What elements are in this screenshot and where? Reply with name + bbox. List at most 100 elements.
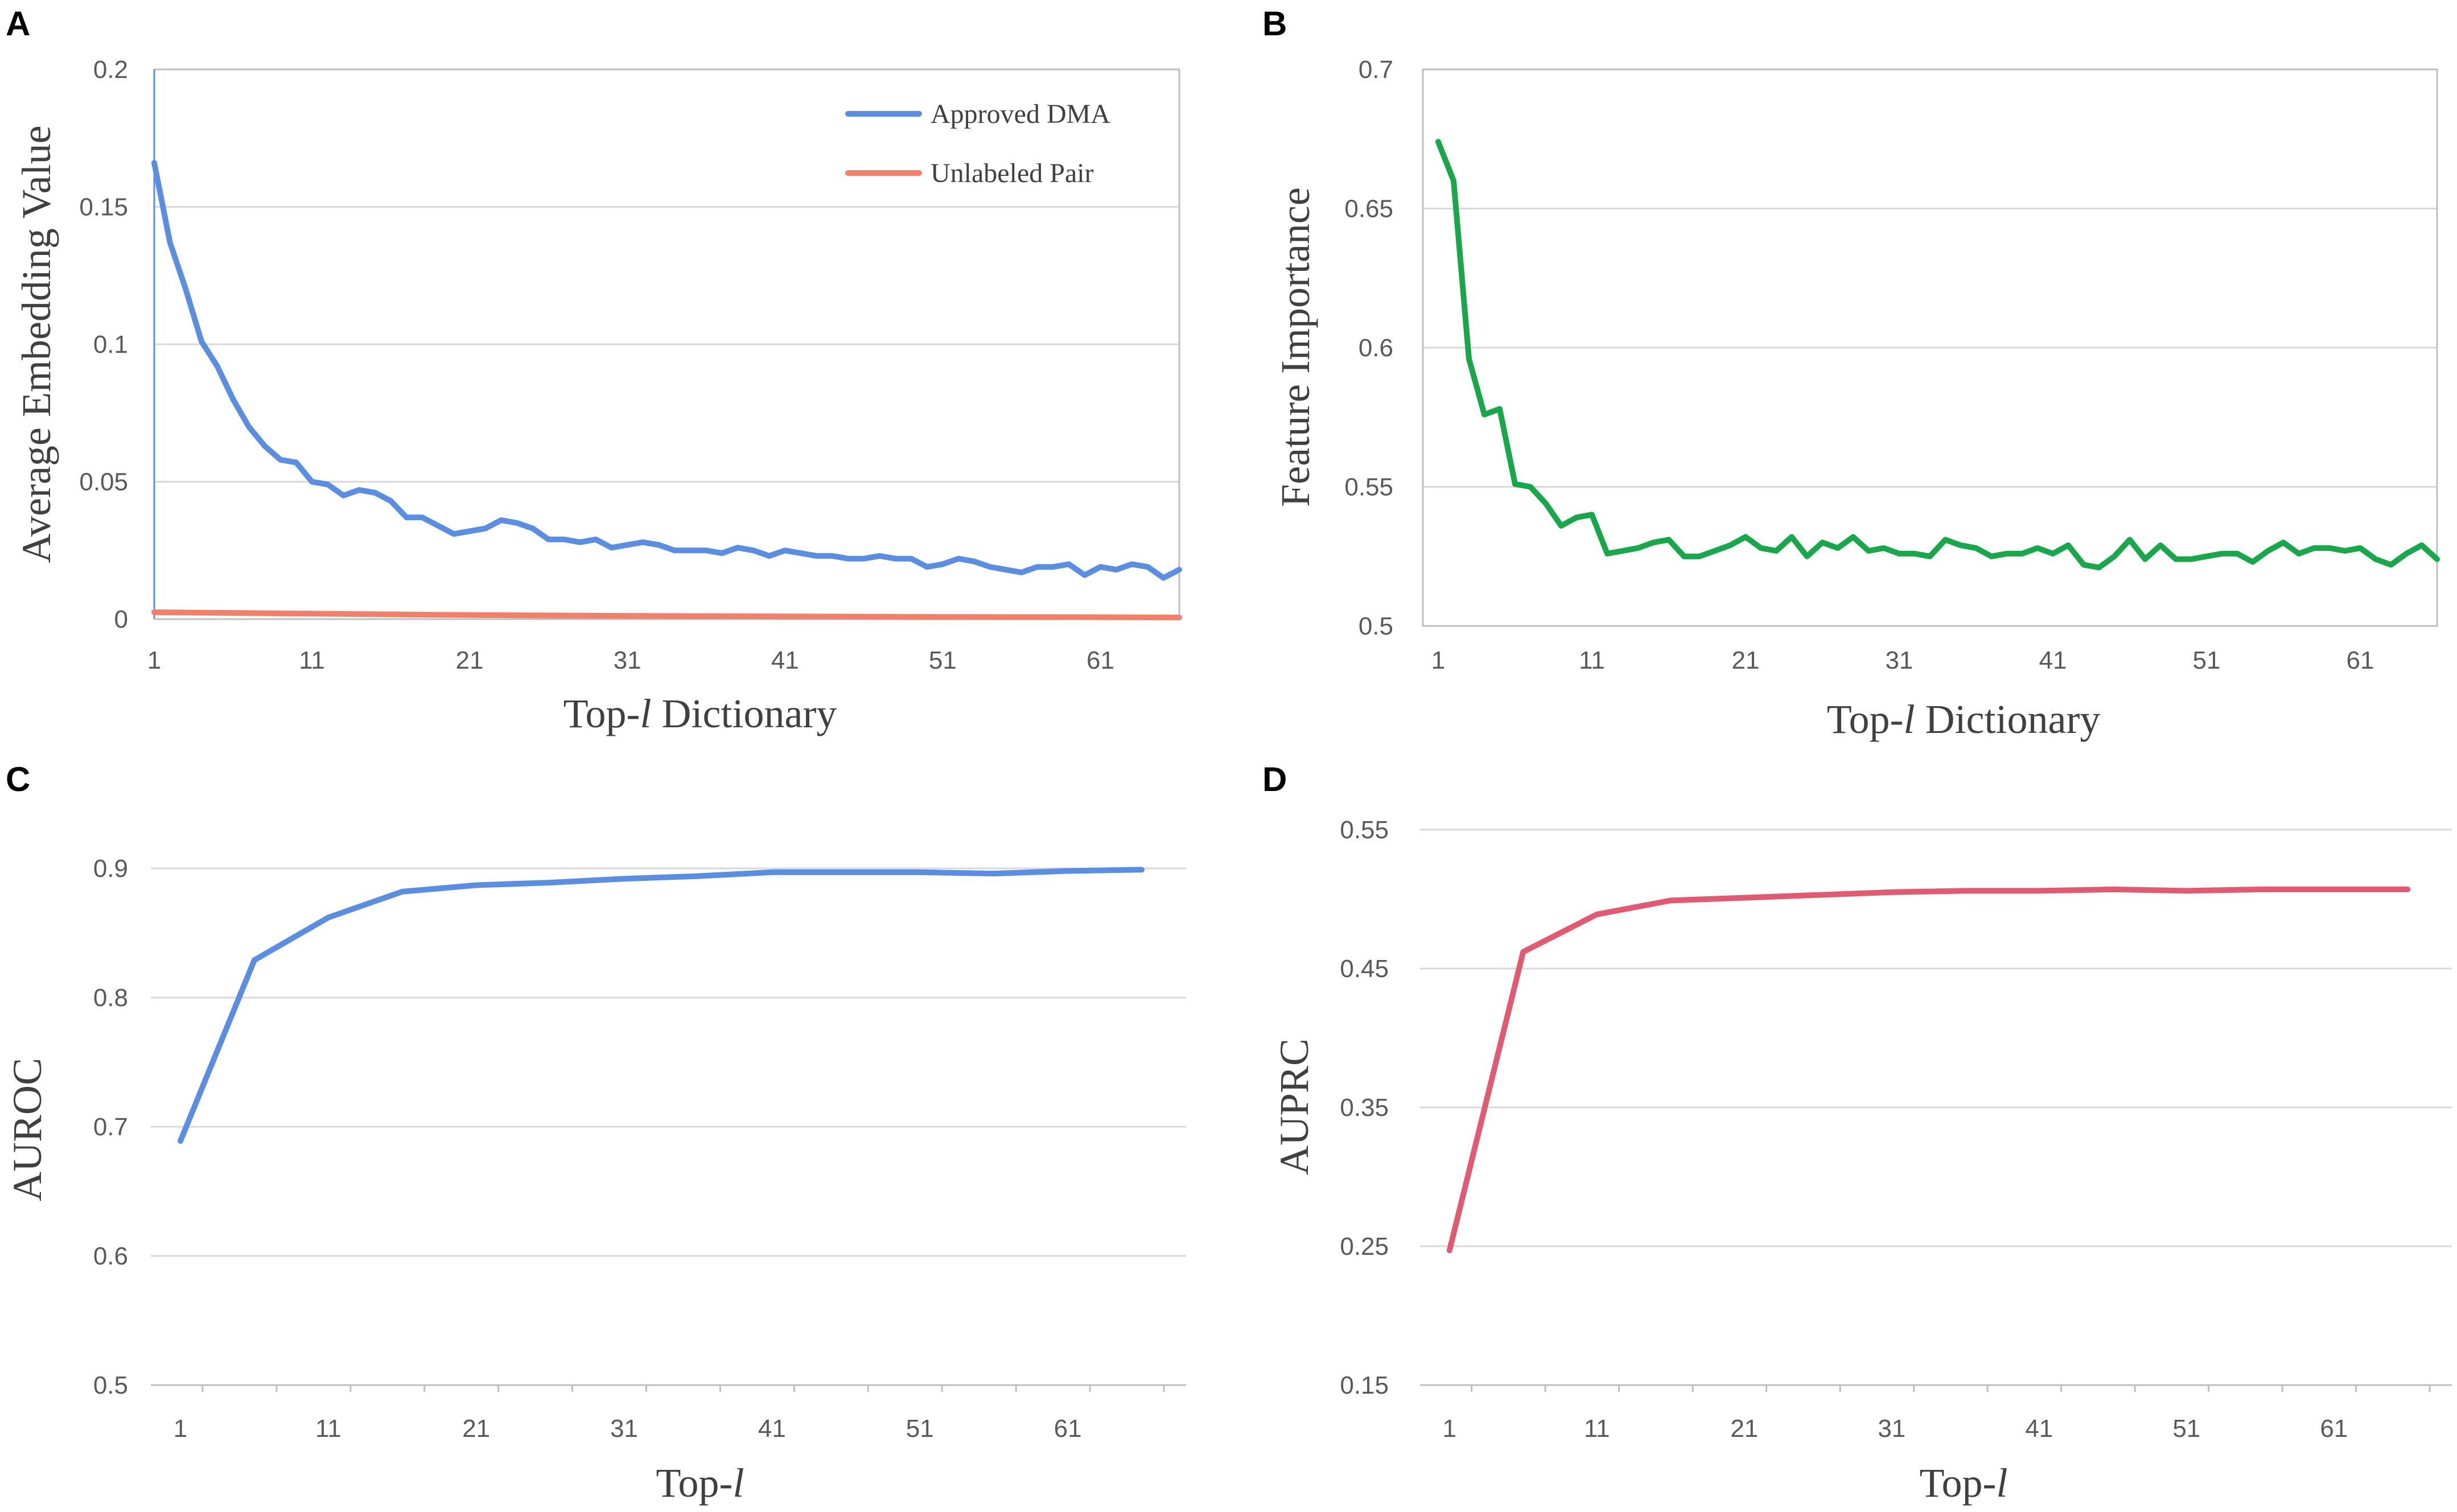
- y-tick-label: 0.5: [93, 1371, 128, 1399]
- data-point: [1435, 139, 1441, 145]
- x-tick-label: 11: [1579, 646, 1605, 674]
- x-tick-label: 51: [906, 1415, 934, 1443]
- x-tick-label: 41: [2039, 646, 2067, 674]
- data-point: [577, 539, 583, 545]
- y-tick-label: 0.55: [1340, 816, 1389, 844]
- panel-letter: A: [6, 5, 30, 43]
- y-tick-label: 0.1: [93, 331, 128, 359]
- y-tick-label: 0.6: [1359, 334, 1393, 362]
- data-point: [388, 498, 394, 504]
- data-point: [917, 870, 923, 875]
- data-point: [215, 364, 220, 369]
- data-point: [435, 523, 441, 529]
- y-tick-label: 0.05: [79, 468, 128, 496]
- x-tick-label: 51: [2172, 1415, 2200, 1443]
- data-point: [861, 556, 867, 562]
- y-axis-title: Feature Importance: [1273, 187, 1318, 507]
- data-point: [2281, 539, 2286, 545]
- data-point: [2265, 548, 2271, 554]
- data-point: [309, 611, 315, 616]
- data-point: [1973, 545, 1979, 551]
- data-point: [1962, 888, 1968, 893]
- data-point: [1604, 551, 1610, 557]
- data-point: [2184, 888, 2190, 893]
- data-point: [151, 160, 157, 166]
- data-point: [2327, 545, 2332, 551]
- data-point: [2173, 557, 2179, 562]
- data-point: [183, 286, 188, 292]
- data-point: [624, 542, 630, 548]
- legend-label: Approved DMA: [931, 99, 1110, 129]
- y-tick-label: 0.7: [93, 1113, 128, 1141]
- y-tick-label: 0.2: [93, 56, 128, 84]
- data-point: [1176, 567, 1182, 572]
- data-point: [1082, 572, 1088, 578]
- data-point: [451, 531, 456, 537]
- data-point: [940, 561, 945, 567]
- y-tick-label: 0.45: [1340, 955, 1389, 983]
- data-point: [419, 514, 425, 520]
- data-point: [483, 526, 488, 532]
- data-point: [719, 550, 725, 556]
- data-point: [751, 547, 756, 553]
- data-point: [2219, 551, 2225, 557]
- data-point: [1666, 537, 1672, 542]
- x-tick-label: 1: [1443, 1415, 1456, 1443]
- data-point: [2204, 554, 2209, 559]
- y-tick-label: 0.5: [1359, 612, 1393, 640]
- x-tick-label: 51: [929, 646, 957, 674]
- y-tick-label: 0.65: [1344, 195, 1393, 223]
- panel-letter: B: [1262, 5, 1287, 43]
- data-point: [1927, 554, 1933, 559]
- data-point: [1651, 539, 1656, 545]
- data-point: [892, 556, 898, 562]
- data-point: [908, 556, 914, 562]
- data-point: [2419, 542, 2425, 548]
- data-point: [548, 880, 553, 885]
- data-point: [325, 481, 331, 487]
- data-point: [782, 613, 788, 619]
- y-tick-label: 0.15: [79, 193, 128, 221]
- y-tick-label: 0.8: [93, 984, 128, 1012]
- data-point: [1129, 561, 1135, 567]
- data-point: [956, 556, 961, 562]
- data-point: [400, 889, 405, 895]
- data-point: [2004, 551, 2010, 557]
- data-point: [178, 1138, 183, 1144]
- data-point: [1066, 561, 1072, 567]
- data-point: [372, 490, 378, 496]
- data-point: [1035, 564, 1040, 570]
- x-tick-label: 1: [1431, 646, 1445, 674]
- data-point: [1668, 897, 1673, 903]
- data-point: [151, 609, 157, 615]
- x-tick-label: 1: [147, 646, 161, 674]
- data-point: [1176, 615, 1182, 620]
- data-point: [2065, 542, 2071, 548]
- x-axis-title: Top-l Dictionary: [1827, 697, 2101, 742]
- data-point: [2188, 557, 2194, 562]
- data-point: [278, 457, 283, 463]
- data-point: [1804, 554, 1810, 559]
- x-tick-label: 31: [614, 646, 641, 674]
- data-point: [404, 514, 409, 520]
- data-point: [829, 553, 835, 559]
- data-point: [2404, 551, 2409, 557]
- data-point: [1113, 567, 1119, 572]
- data-point: [624, 613, 630, 619]
- data-point: [798, 550, 804, 556]
- data-point: [2331, 887, 2337, 892]
- x-tick-label: 1: [174, 1415, 187, 1443]
- data-point: [1160, 575, 1166, 581]
- y-tick-label: 0.55: [1344, 473, 1393, 501]
- data-point: [1958, 542, 1964, 548]
- x-tick-label: 21: [462, 1415, 490, 1443]
- y-axis-title: AUROC: [5, 1058, 50, 1201]
- data-point: [474, 883, 479, 888]
- y-tick-label: 0.35: [1340, 1094, 1389, 1122]
- x-tick-label: 61: [1086, 646, 1114, 674]
- data-point: [2357, 545, 2363, 551]
- data-point: [2096, 565, 2102, 570]
- data-point: [1558, 523, 1564, 529]
- data-point: [1574, 514, 1579, 520]
- y-axis-title: AUPRC: [1271, 1039, 1317, 1175]
